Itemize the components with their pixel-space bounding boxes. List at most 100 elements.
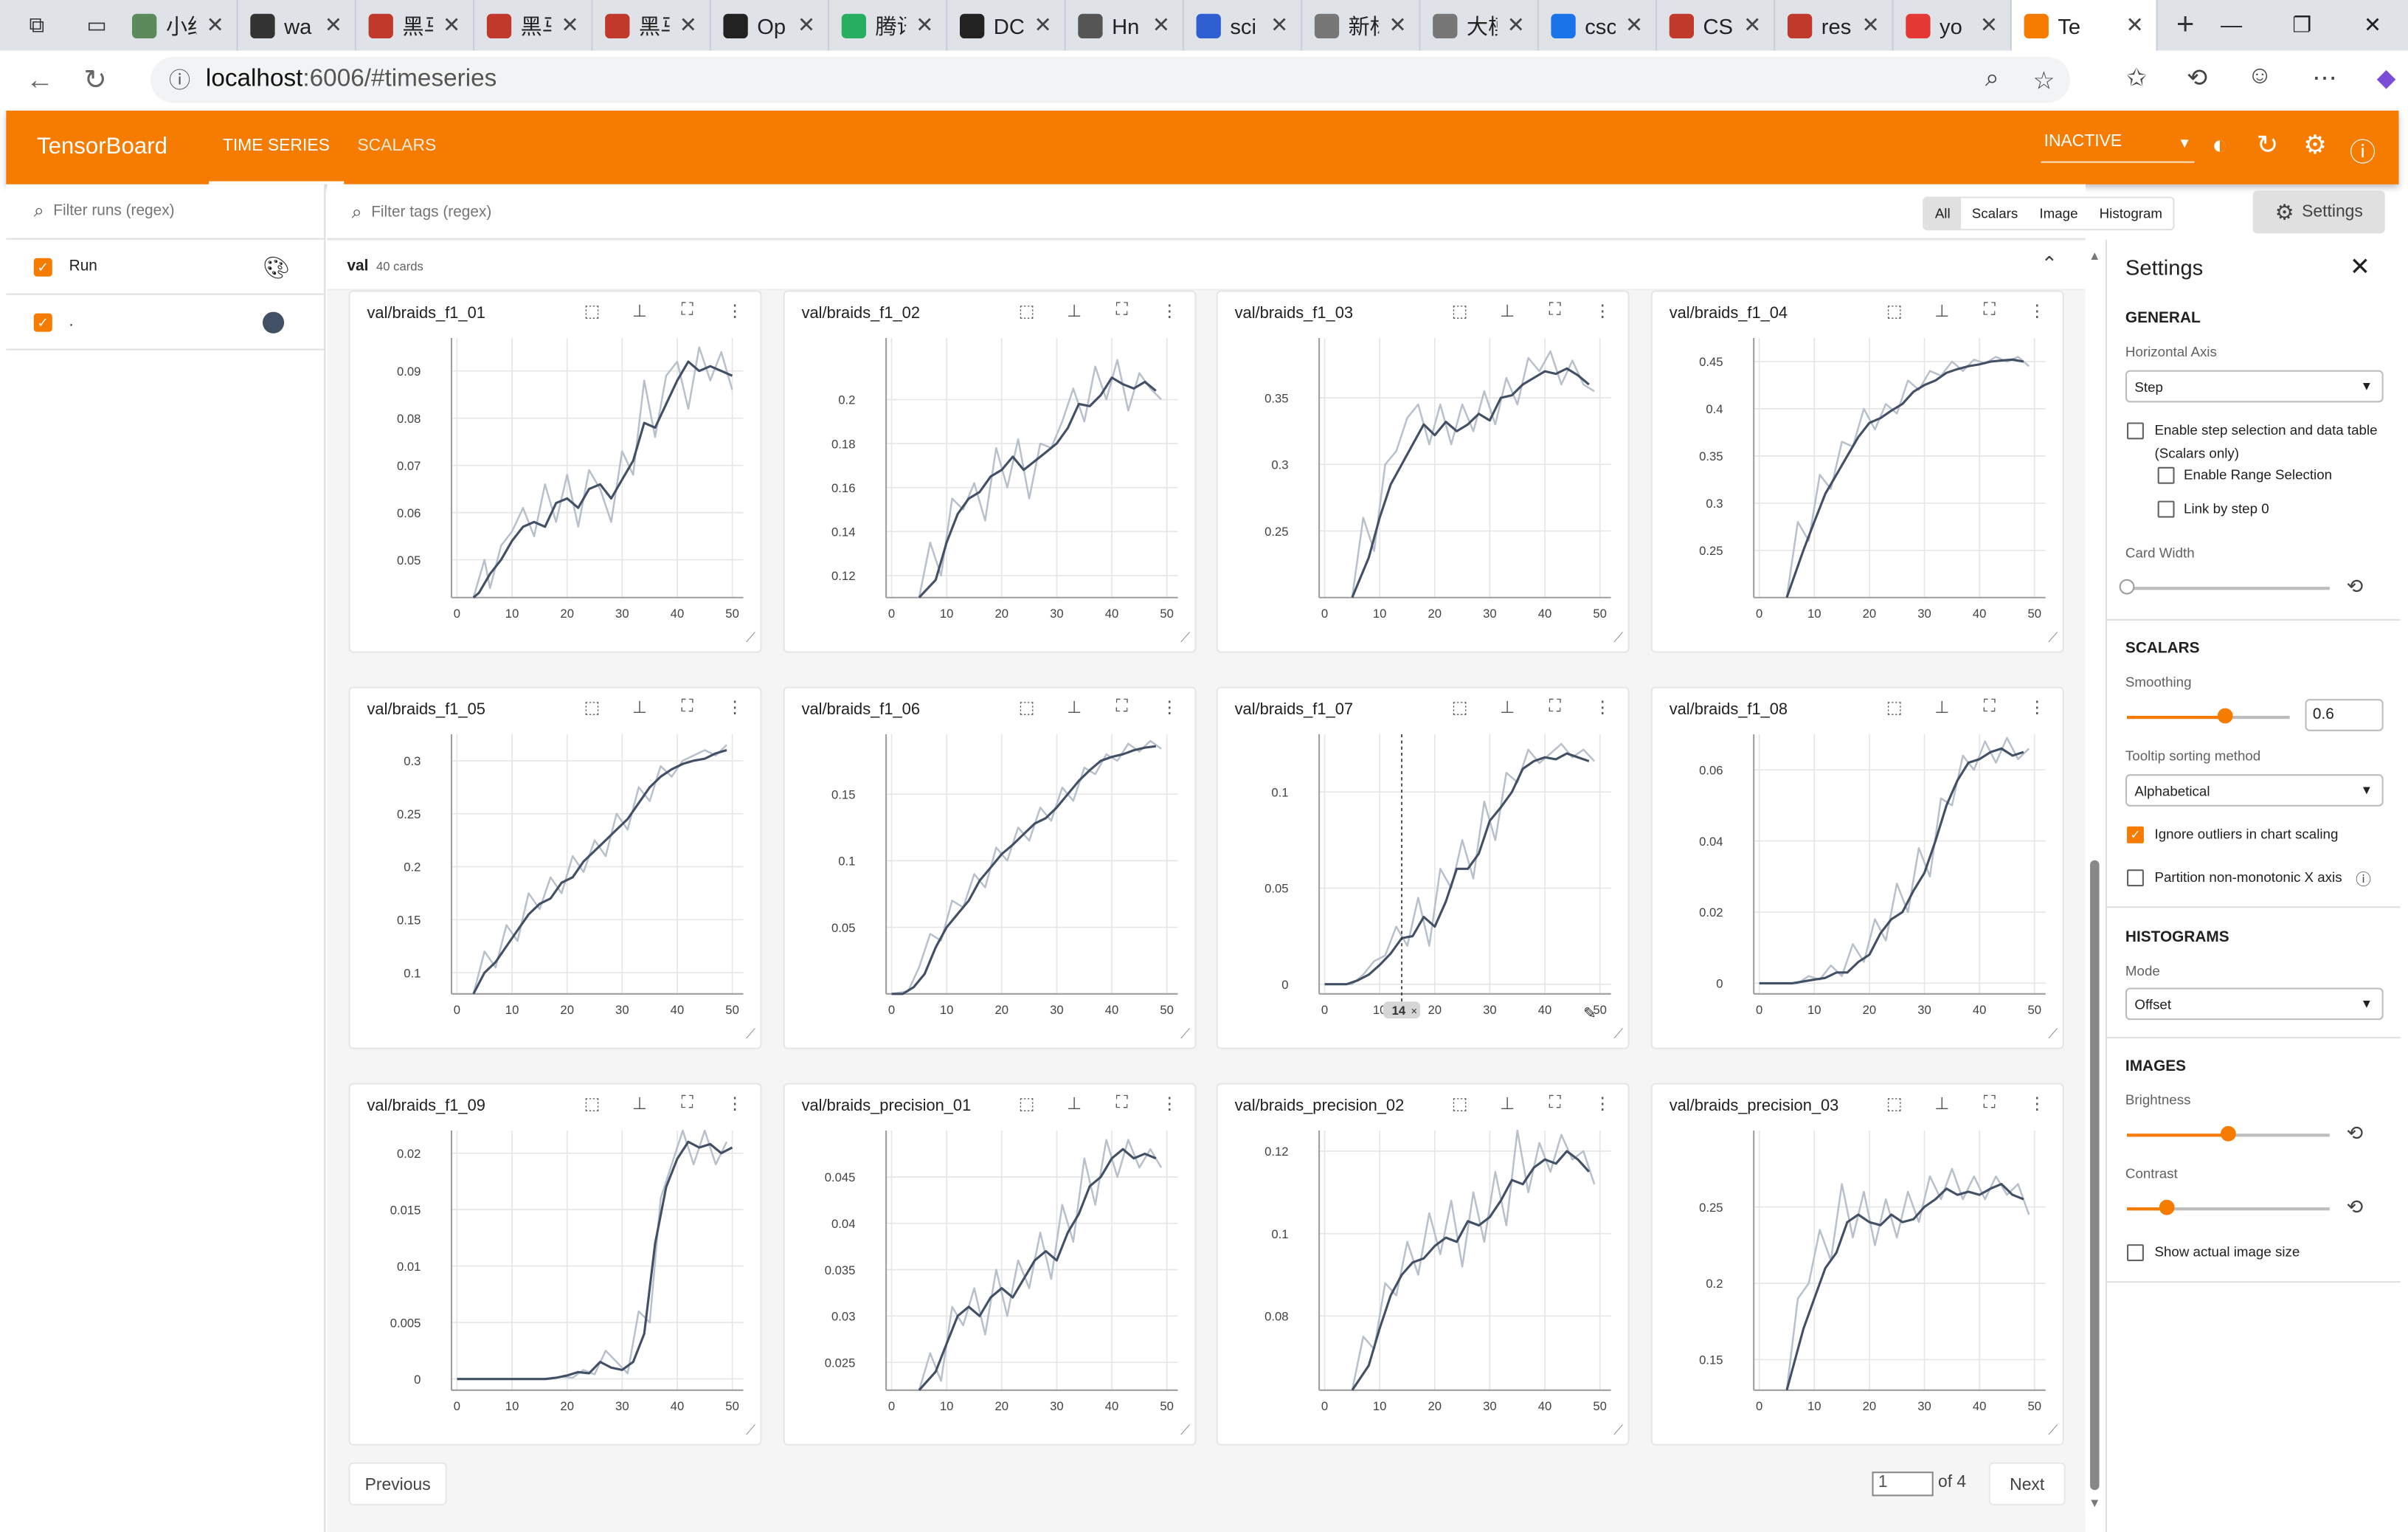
close-icon[interactable]: ✕ [443, 12, 461, 37]
line-chart[interactable]: 0 10 20 30 40 50 0.1 0.05 0 14 × ✎ [1218, 725, 1631, 1051]
browser-tab[interactable]: 黑马 ✕ [356, 0, 475, 51]
browser-tab[interactable]: 黑马 ✕ [592, 0, 711, 51]
resize-handle-icon[interactable]: ⟋ [2048, 629, 2058, 646]
browser-tab-active[interactable]: Te ✕ [2011, 0, 2158, 51]
resize-handle-icon[interactable]: ⟋ [746, 1026, 756, 1042]
line-chart[interactable]: 0 10 20 30 40 50 0.09 0.08 0.07 0.06 0.05 [350, 328, 764, 654]
fullscreen-icon[interactable]: ⛶ [1983, 697, 1996, 717]
fit-domain-icon[interactable]: ⬚ [1018, 699, 1035, 718]
reset-icon[interactable]: ⟲ [2346, 1195, 2364, 1218]
close-icon[interactable]: ✕ [206, 12, 224, 37]
fullscreen-icon[interactable]: ⛶ [1549, 1094, 1561, 1113]
history-icon[interactable]: ⟲ [2187, 66, 2207, 92]
more-vert-icon[interactable]: ⋮ [1594, 303, 1611, 322]
settings-gear-icon[interactable]: ⚙ [2303, 130, 2327, 160]
browser-tab[interactable]: yo ✕ [1894, 0, 2012, 51]
fullscreen-icon[interactable]: ⛶ [1983, 1094, 1996, 1113]
resize-handle-icon[interactable]: ⟋ [746, 629, 756, 646]
scalar-card[interactable]: val/braids_f1_03 ⬚ ⊥ ⛶ ⋮ 0 10 20 30 40 50 0.35 0.3 0.… [1216, 290, 1630, 653]
smoothing-knob[interactable] [2216, 708, 2232, 724]
more-vert-icon[interactable]: ⋮ [2028, 699, 2046, 718]
window-close-icon[interactable]: ✕ [2363, 12, 2382, 37]
line-chart[interactable]: 0 10 20 30 40 50 0.045 0.04 0.035 0.03 0.025 [785, 1122, 1198, 1447]
pin-icon[interactable]: ⊥ [1067, 1095, 1082, 1114]
close-icon[interactable]: ✕ [561, 12, 579, 37]
fullscreen-icon[interactable]: ⛶ [1549, 697, 1561, 717]
browser-tab[interactable]: 小红 ✕ [120, 0, 238, 51]
runs-filter-input[interactable]: ⌕ Filter runs (regex) [6, 184, 325, 240]
close-icon[interactable]: ✕ [797, 12, 816, 37]
fit-domain-icon[interactable]: ⬚ [584, 1095, 601, 1114]
browser-tab[interactable]: DC ✕ [947, 0, 1066, 51]
more-vert-icon[interactable]: ⋮ [726, 303, 744, 322]
pin-icon[interactable]: ⊥ [1500, 303, 1515, 322]
browser-tab[interactable]: 黑马 ✕ [474, 0, 593, 51]
scalar-card[interactable]: val/braids_f1_08 ⬚ ⊥ ⛶ ⋮ 0 10 20 30 40 50 0.06 0.04 0… [1650, 686, 2066, 1051]
scroll-down-icon[interactable]: ▼ [2088, 1496, 2101, 1511]
pin-icon[interactable]: ⊥ [1067, 303, 1082, 322]
close-icon[interactable]: ✕ [1506, 12, 1526, 37]
refresh-icon[interactable]: ↻ [2256, 130, 2279, 160]
reload-icon[interactable]: ↻ [83, 63, 107, 95]
address-bar[interactable]: ⓘ localhost:6006/#timeseries ⌕ ☆ [150, 57, 2070, 103]
scalar-card[interactable]: val/braids_f1_02 ⬚ ⊥ ⛶ ⋮ 0 10 20 30 40 50 0.2 0.18 0.… [783, 290, 1197, 653]
pin-icon[interactable]: ⊥ [1934, 699, 1950, 718]
more-vert-icon[interactable]: ⋮ [726, 699, 744, 718]
more-vert-icon[interactable]: ⋮ [1160, 1095, 1178, 1114]
more-vert-icon[interactable]: ⋮ [1594, 1095, 1611, 1114]
reset-icon[interactable]: ⟲ [2346, 574, 2364, 598]
reset-icon[interactable]: ⟲ [2346, 1121, 2364, 1145]
copilot-icon[interactable]: ◆ [2376, 66, 2396, 92]
scalar-card[interactable]: val/braids_precision_01 ⬚ ⊥ ⛶ ⋮ 0 10 20 30 40 50 0.… [783, 1083, 1197, 1446]
more-vert-icon[interactable]: ⋮ [1160, 303, 1178, 322]
line-chart[interactable]: 0 10 20 30 40 50 0.06 0.04 0.02 0 [1653, 725, 2066, 1051]
resize-handle-icon[interactable]: ⟋ [1180, 1026, 1191, 1042]
close-icon[interactable]: ✕ [2125, 12, 2144, 37]
contrast-slider[interactable] [2127, 1207, 2330, 1211]
browser-tab[interactable]: 大模 ✕ [1420, 0, 1539, 51]
resize-handle-icon[interactable]: ⟋ [2048, 1422, 2058, 1438]
settings-button[interactable]: ⚙ Settings [2252, 190, 2385, 234]
close-icon[interactable]: ✕ [2349, 255, 2370, 281]
close-icon[interactable]: ✕ [1979, 12, 1999, 37]
profile-icon[interactable]: ☺ [2247, 63, 2273, 89]
pin-icon[interactable]: ⊥ [1934, 1095, 1950, 1114]
fit-domain-icon[interactable]: ⬚ [1886, 1095, 1903, 1114]
fit-domain-icon[interactable]: ⬚ [584, 303, 601, 322]
resize-handle-icon[interactable]: ⟋ [746, 1422, 756, 1438]
pin-icon[interactable]: ⊥ [1500, 1095, 1515, 1114]
run-color-swatch[interactable] [262, 311, 285, 334]
favorite-star-icon[interactable]: ☆ [2032, 69, 2055, 96]
browser-tab[interactable]: Hn ✕ [1066, 0, 1184, 51]
pin-icon[interactable]: ⊥ [632, 699, 647, 718]
partition-checkbox[interactable] [2127, 869, 2144, 887]
scalar-card[interactable]: val/braids_f1_07 ⬚ ⊥ ⛶ ⋮ 0 10 20 30 40 50 0.1 0.05 0 1… [1216, 686, 1631, 1051]
more-vert-icon[interactable]: ⋮ [1594, 699, 1611, 718]
scalar-card[interactable]: val/braids_f1_04 ⬚ ⊥ ⛶ ⋮ 0 10 20 30 40 50 0.45 0.4 0.… [1650, 290, 2064, 653]
resize-handle-icon[interactable]: ⟋ [1613, 1026, 1624, 1042]
range-selection-checkbox[interactable] [2157, 466, 2175, 484]
help-icon[interactable]: ⓘ [2349, 138, 2376, 168]
fullscreen-icon[interactable]: ⛶ [1549, 300, 1561, 320]
tab-actions-icon[interactable]: ▭ [86, 12, 107, 37]
close-icon[interactable]: ✕ [1625, 12, 1644, 37]
line-chart[interactable]: 0 10 20 30 40 50 0.15 0.1 0.05 [785, 725, 1198, 1051]
fit-domain-icon[interactable]: ⬚ [1018, 1095, 1035, 1114]
fit-domain-icon[interactable]: ⬚ [584, 699, 601, 718]
zoom-icon[interactable]: ⌕ [1985, 66, 1999, 92]
palette-icon[interactable]: 🎨︎ [262, 255, 290, 280]
scalar-card[interactable]: val/braids_f1_06 ⬚ ⊥ ⛶ ⋮ 0 10 20 30 40 50 0.15 0.1 0.… [783, 686, 1197, 1049]
resize-handle-icon[interactable]: ⟋ [1613, 1422, 1624, 1438]
browser-tab[interactable]: 腾讯 ✕ [829, 0, 948, 51]
chevron-up-icon[interactable]: ⌃ [2041, 252, 2058, 275]
card-width-knob[interactable] [2119, 579, 2135, 595]
filter-histogram[interactable]: Histogram [2089, 198, 2173, 230]
page-number-input[interactable]: 1 [1872, 1471, 1934, 1497]
resize-handle-icon[interactable]: ⟋ [1180, 629, 1191, 646]
browser-tab[interactable]: 新标 ✕ [1302, 0, 1421, 51]
filter-scalars[interactable]: Scalars [1961, 198, 2029, 230]
next-page-button[interactable]: Next [1988, 1462, 2066, 1505]
close-icon[interactable]: ✕ [1270, 12, 1289, 37]
resize-handle-icon[interactable]: ⟋ [1180, 1422, 1191, 1438]
close-icon[interactable]: ✕ [324, 12, 343, 37]
